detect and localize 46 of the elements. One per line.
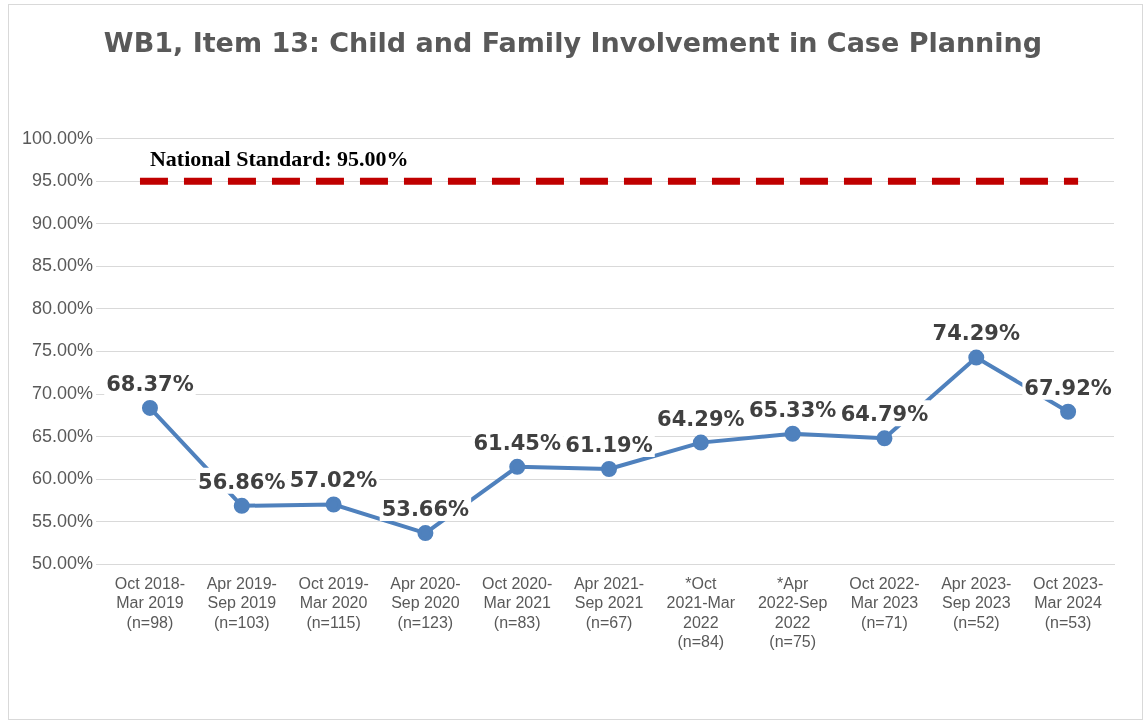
chart-title: WB1, Item 13: Child and Family Involvement in Case Planning <box>102 27 1044 58</box>
x-tick-label: *Apr 2022-Sep 2022 (n=75) <box>757 575 828 650</box>
x-tick-label: Apr 2021- Sep 2021 (n=67) <box>573 575 645 631</box>
point <box>325 496 342 513</box>
point <box>692 434 709 451</box>
y-tick-label: 60.00% <box>32 468 94 489</box>
data-label: 61.19% <box>565 432 653 457</box>
x-tick-label: Oct 2023- Mar 2024 (n=53) <box>1032 575 1104 631</box>
x-tick-label: Apr 2019- Sep 2019 (n=103) <box>206 575 277 631</box>
x-tick-label: Apr 2023- Sep 2023 (n=52) <box>941 575 1012 631</box>
data-label: 74.29% <box>932 321 1021 346</box>
y-tick-label: 50.00% <box>32 553 94 574</box>
data-label: 61.45% <box>473 430 561 455</box>
point <box>141 399 158 416</box>
y-tick-label: 90.00% <box>32 212 94 233</box>
point <box>509 458 526 475</box>
x-tick-label: *Oct 2021-Mar 2022 (n=84) <box>666 575 736 650</box>
point <box>876 430 893 447</box>
y-tick-label: 85.00% <box>32 255 94 276</box>
x-tick-label: Oct 2019- Mar 2020 (n=115) <box>298 575 369 631</box>
data-label: 56.86% <box>198 469 286 494</box>
point <box>233 497 250 514</box>
data-label: 67.92% <box>1024 375 1112 400</box>
data-label: 65.33% <box>748 397 837 422</box>
ref-line-label: National Standard: 95.00% <box>149 146 409 172</box>
x-tick-label: Oct 2018- Mar 2019 (n=98) <box>114 575 186 631</box>
y-tick-label: 95.00% <box>32 170 94 191</box>
point <box>417 525 434 542</box>
data-label: 53.66% <box>381 497 470 522</box>
x-tick-label: Apr 2020- Sep 2020 (n=123) <box>390 575 461 631</box>
x-tick-label: Oct 2022- Mar 2023 (n=71) <box>849 575 920 631</box>
data-label: 68.37% <box>106 371 194 396</box>
y-tick-label: 70.00% <box>32 383 94 404</box>
point <box>784 425 801 442</box>
y-tick-label: 75.00% <box>32 340 94 361</box>
data-label: 64.29% <box>657 406 745 431</box>
point <box>968 349 985 366</box>
point <box>601 461 618 477</box>
y-tick-label: 65.00% <box>32 425 94 446</box>
point <box>1060 403 1077 420</box>
y-tick-label: 55.00% <box>32 510 94 531</box>
x-tick-label: Oct 2020- Mar 2021 (n=83) <box>482 575 553 631</box>
y-tick-label: 100.00% <box>22 127 94 148</box>
data-label: 64.79% <box>840 402 929 427</box>
data-label: 57.02% <box>289 468 378 493</box>
y-tick-label: 80.00% <box>32 297 94 318</box>
